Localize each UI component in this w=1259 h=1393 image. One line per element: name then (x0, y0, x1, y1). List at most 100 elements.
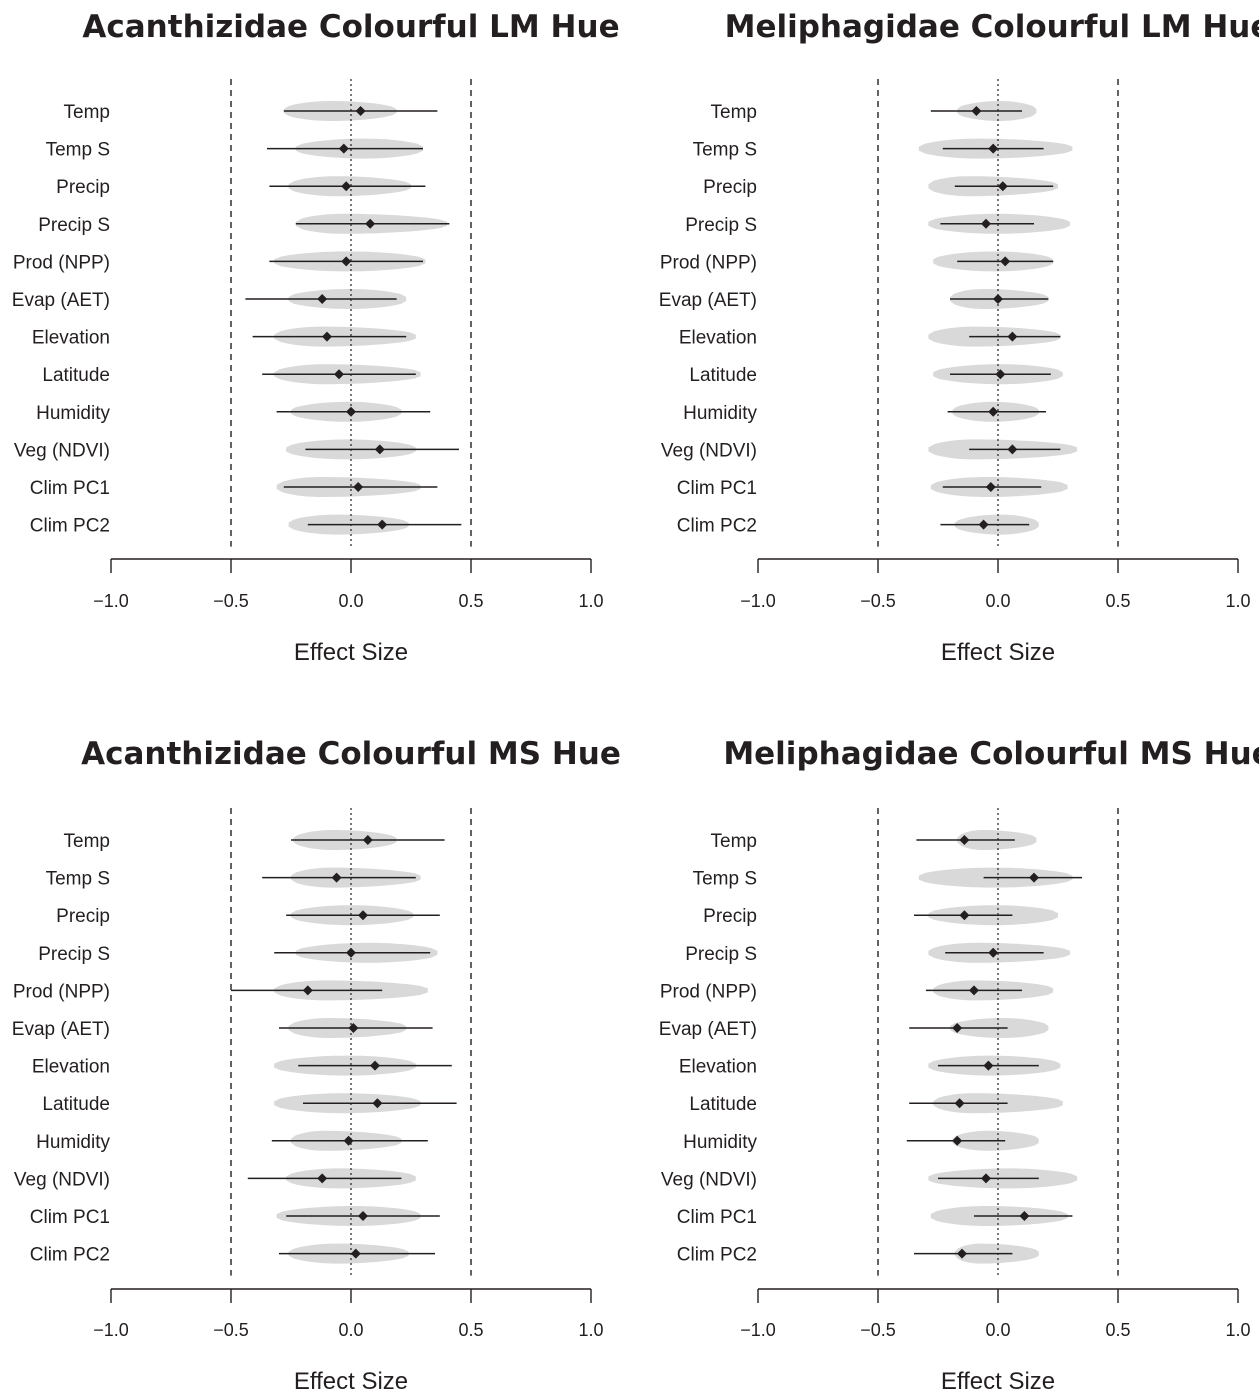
row-label: Precip (703, 177, 757, 198)
chart-panel: Acanthizidae Colourful LM Hue Temp Temp S P… (12, 9, 620, 666)
x-axis-title: Effect Size (941, 639, 1055, 666)
row-label: Clim PC2 (677, 516, 757, 537)
x-tick-label: −0.5 (860, 591, 896, 611)
estimate-point (338, 143, 349, 154)
estimate-point (362, 835, 373, 845)
row-label: Veg (NDVI) (14, 1169, 110, 1190)
estimate-point (971, 106, 982, 116)
estimate-point (981, 1173, 991, 1184)
estimate-point (954, 1098, 965, 1109)
row-label: Elevation (32, 328, 110, 349)
chart-title: Acanthizidae Colourful LM Hue (82, 9, 619, 45)
row-label: Latitude (689, 1094, 757, 1115)
estimate-point (355, 106, 366, 116)
row-label: Temp (64, 831, 110, 852)
estimate-point (988, 143, 999, 154)
estimate-point (981, 218, 991, 229)
row-label: Clim PC1 (677, 478, 757, 499)
x-tick-label: 0.5 (1105, 591, 1130, 611)
row-label: Precip S (38, 215, 110, 236)
row-label: Temp S (693, 869, 757, 890)
row-label: Humidity (683, 403, 757, 424)
row-label: Prod (NPP) (660, 252, 757, 273)
row-label: Elevation (679, 1057, 757, 1078)
x-tick-label: −0.5 (213, 591, 249, 611)
estimate-point (372, 1098, 383, 1109)
row-label: Veg (NDVI) (661, 1169, 757, 1190)
estimate-point (353, 482, 364, 492)
row-label: Humidity (36, 403, 110, 424)
x-tick-label: 0.0 (338, 591, 363, 611)
x-tick-label: −1.0 (740, 1320, 776, 1340)
estimate-point (983, 1060, 994, 1071)
row-label: Temp (711, 102, 757, 123)
estimate-point (317, 294, 328, 304)
estimate-point (346, 947, 356, 958)
estimate-point (317, 1173, 328, 1184)
row-label: Evap (AET) (659, 290, 757, 311)
estimate-point (374, 444, 385, 455)
row-label: Veg (NDVI) (661, 440, 757, 461)
estimate-point (993, 294, 1003, 304)
chart-panel: Meliphagidae Colourful LM Hue Temp Temp S P… (659, 9, 1259, 666)
row-label: Prod (NPP) (13, 981, 110, 1002)
chart-title: Meliphagidae Colourful MS Hue (723, 736, 1259, 772)
row-label: Temp S (693, 140, 757, 161)
estimate-point (377, 519, 388, 530)
estimate-point (334, 369, 344, 380)
row-label: Temp (64, 102, 110, 123)
estimate-point (1019, 1211, 1030, 1221)
row-label: Clim PC1 (677, 1207, 757, 1228)
row-label: Precip (703, 906, 757, 927)
x-tick-label: 1.0 (578, 591, 603, 611)
row-label: Clim PC2 (30, 1245, 110, 1266)
estimate-point (997, 181, 1008, 192)
row-label: Precip S (685, 944, 757, 965)
x-tick-label: −1.0 (740, 591, 776, 611)
row-label: Prod (NPP) (660, 981, 757, 1002)
row-label: Temp S (46, 869, 110, 890)
x-tick-label: −0.5 (213, 1320, 249, 1340)
x-tick-label: 1.0 (1225, 591, 1250, 611)
estimate-point (343, 1135, 354, 1146)
row-label: Evap (AET) (12, 290, 110, 311)
x-axis-title: Effect Size (294, 639, 408, 666)
row-label: Latitude (42, 365, 110, 386)
estimate-point (978, 519, 989, 530)
row-label: Elevation (32, 1057, 110, 1078)
x-tick-label: 0.5 (1105, 1320, 1130, 1340)
row-label: Clim PC1 (30, 478, 110, 499)
row-label: Prod (NPP) (13, 252, 110, 273)
estimate-point (957, 1248, 967, 1259)
estimate-point (1007, 444, 1018, 455)
row-label: Clim PC2 (677, 1245, 757, 1266)
estimate-point (952, 1023, 963, 1033)
row-label: Precip (56, 906, 110, 927)
row-label: Precip S (38, 944, 110, 965)
chart-panel: Acanthizidae Colourful MS Hue Temp Temp S P… (12, 736, 621, 1393)
row-label: Elevation (679, 328, 757, 349)
x-tick-label: 0.0 (338, 1320, 363, 1340)
x-axis-title: Effect Size (294, 1368, 408, 1393)
row-label: Temp S (46, 140, 110, 161)
estimate-point (1007, 331, 1018, 342)
row-label: Evap (AET) (12, 1019, 110, 1040)
estimate-point (959, 835, 970, 845)
estimate-point (1000, 256, 1011, 267)
x-tick-label: 0.5 (458, 1320, 483, 1340)
chart-panel: Meliphagidae Colourful MS Hue Temp Temp S P… (659, 736, 1259, 1393)
row-label: Precip S (685, 215, 757, 236)
estimate-point (988, 406, 999, 417)
row-label: Temp (711, 831, 757, 852)
row-label: Clim PC2 (30, 516, 110, 537)
chart-title: Meliphagidae Colourful LM Hue (725, 9, 1259, 45)
estimate-point (988, 947, 999, 958)
row-label: Humidity (683, 1132, 757, 1153)
row-label: Latitude (689, 365, 757, 386)
estimate-point (341, 256, 352, 267)
estimate-point (348, 1023, 359, 1033)
estimate-point (1029, 872, 1039, 883)
estimate-point (985, 482, 996, 492)
chart-title: Acanthizidae Colourful MS Hue (81, 736, 621, 772)
row-label: Precip (56, 177, 110, 198)
